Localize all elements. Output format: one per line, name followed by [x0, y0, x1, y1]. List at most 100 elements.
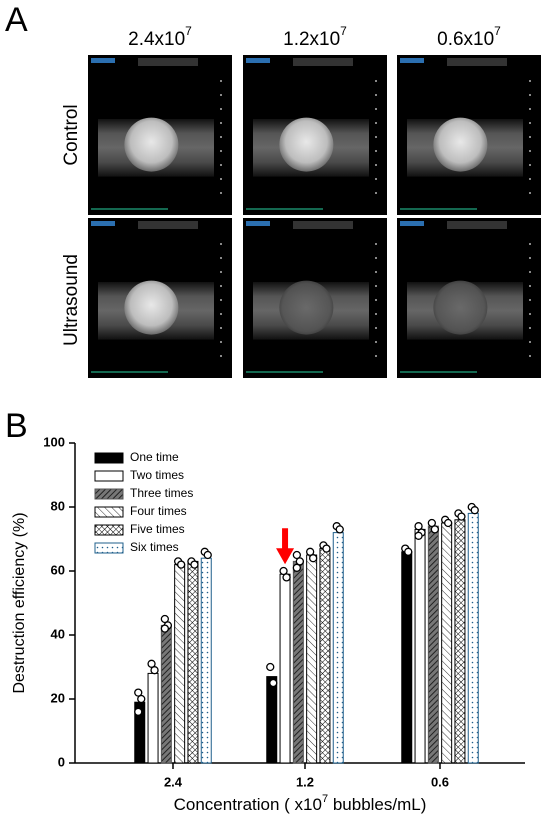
agarose-region — [124, 117, 179, 172]
depth-marker — [375, 243, 377, 245]
depth-marker — [375, 108, 377, 110]
bar — [200, 557, 212, 764]
x-tick-label: 0.6 — [431, 774, 449, 789]
logo — [400, 221, 424, 226]
agarose-region — [433, 280, 488, 335]
logo — [246, 58, 270, 63]
x-axis-label: Concentration ( x107 bubbles/mL) — [174, 793, 427, 815]
depth-marker — [529, 285, 531, 287]
bar — [306, 554, 318, 764]
data-point — [134, 707, 143, 716]
depth-marker — [529, 355, 531, 357]
legend-label: Five times — [130, 522, 185, 536]
data-point — [295, 557, 305, 566]
header-text — [138, 221, 198, 229]
y-tick-label: 20 — [51, 690, 65, 705]
depth-marker — [529, 150, 531, 152]
depth-marker — [529, 271, 531, 273]
data-point — [414, 522, 423, 531]
label-exponent: 7 — [340, 24, 347, 38]
depth-marker — [220, 299, 222, 301]
bar — [427, 525, 439, 764]
depth-marker — [375, 271, 377, 273]
bar — [454, 519, 466, 764]
depth-marker — [375, 80, 377, 82]
depth-marker — [375, 299, 377, 301]
depth-marker — [220, 313, 222, 315]
agarose-region — [279, 117, 334, 172]
depth-marker — [529, 178, 531, 180]
depth-marker — [220, 327, 222, 329]
depth-marker — [375, 150, 377, 152]
label-exponent: 7 — [185, 24, 192, 38]
depth-marker — [375, 327, 377, 329]
depth-marker — [529, 313, 531, 315]
bar — [187, 560, 199, 764]
depth-marker — [375, 313, 377, 315]
legend-swatch — [94, 452, 124, 464]
bar — [467, 512, 479, 764]
depth-marker — [375, 178, 377, 180]
depth-marker — [375, 355, 377, 357]
depth-marker — [220, 178, 222, 180]
depth-marker — [529, 192, 531, 194]
data-point — [414, 531, 423, 540]
depth-marker — [220, 150, 222, 152]
depth-marker — [375, 192, 377, 194]
agarose-region — [124, 280, 179, 335]
y-tick-label: 0 — [58, 754, 65, 769]
data-point — [305, 547, 315, 556]
logo — [91, 221, 115, 226]
data-point — [147, 659, 156, 668]
data-point — [335, 525, 344, 534]
depth-marker — [220, 122, 222, 124]
depth-marker — [375, 285, 377, 287]
data-point — [176, 560, 186, 569]
bar — [279, 573, 291, 764]
column-label: 2.4x107 — [128, 24, 192, 50]
depth-marker — [529, 257, 531, 259]
legend-label: Four times — [130, 504, 187, 518]
data-point — [137, 694, 146, 704]
row-label: Ultrasound — [61, 254, 82, 346]
data-point — [203, 550, 212, 560]
data-point — [279, 566, 288, 576]
header-text — [447, 221, 507, 229]
data-point — [134, 688, 143, 697]
logo — [246, 221, 270, 226]
bar — [319, 548, 331, 764]
depth-marker — [220, 341, 222, 343]
data-point — [282, 573, 291, 582]
panel-label: B — [5, 407, 28, 445]
depth-marker — [529, 243, 531, 245]
y-tick-label: 60 — [51, 562, 65, 577]
bar — [266, 676, 278, 764]
annotation-arrow — [276, 528, 295, 565]
depth-marker — [529, 80, 531, 82]
bar — [147, 672, 159, 764]
bar — [332, 532, 344, 764]
legend-swatch — [94, 470, 124, 482]
depth-marker — [220, 285, 222, 287]
label-base: 0.6x10 — [437, 29, 494, 50]
data-point — [266, 662, 275, 672]
depth-marker — [529, 341, 531, 343]
depth-marker — [220, 94, 222, 96]
data-point — [292, 563, 302, 572]
depth-marker — [529, 122, 531, 124]
legend-label: Three times — [130, 486, 193, 500]
data-point — [443, 518, 453, 528]
logo — [91, 58, 115, 63]
legend-label: Two times — [130, 468, 184, 482]
bar — [414, 528, 426, 764]
panel-label: A — [5, 1, 28, 39]
data-point — [322, 544, 331, 553]
depth-marker — [375, 257, 377, 259]
legend-swatch — [94, 488, 124, 500]
depth-marker — [529, 327, 531, 329]
depth-marker — [375, 122, 377, 124]
column-label: 0.6x107 — [437, 24, 501, 50]
y-tick-label: 80 — [51, 498, 65, 513]
depth-marker — [529, 136, 531, 138]
